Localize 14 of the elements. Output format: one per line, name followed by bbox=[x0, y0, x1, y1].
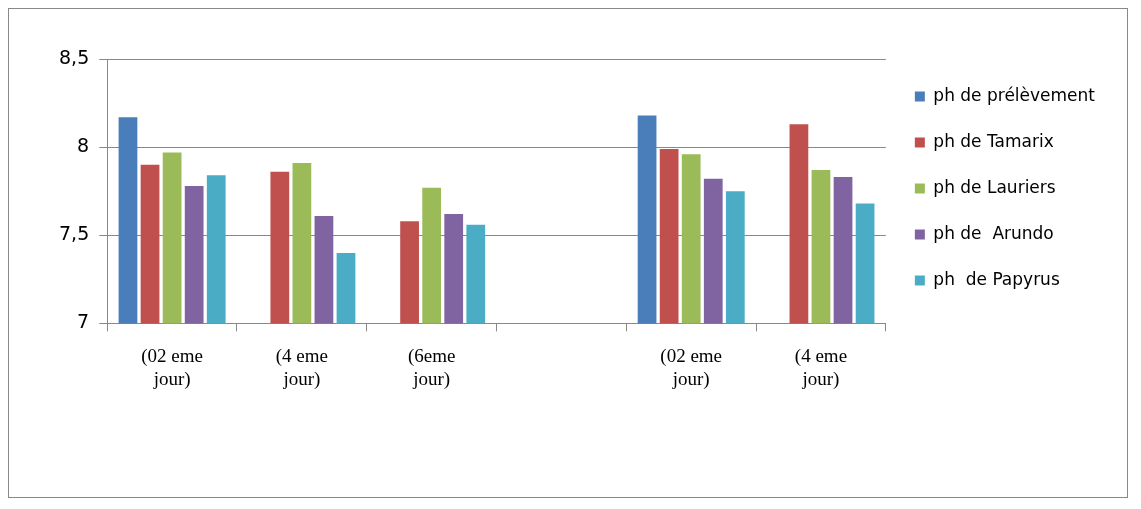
x-tick-label: (02 eme jour) bbox=[660, 344, 723, 390]
x-tick-label: (6eme jour) bbox=[407, 344, 456, 390]
y-tick-label: 7 bbox=[77, 310, 90, 333]
y-tick-label: 8,5 bbox=[59, 45, 90, 68]
legend-label: ph de Papyrus bbox=[933, 268, 1060, 289]
x-tick-label: (4 eme jour) bbox=[275, 344, 328, 390]
legend-label: ph de Arundo bbox=[933, 222, 1054, 243]
legend-label: ph de Lauriers bbox=[933, 176, 1056, 197]
legend-label: ph de Tamarix bbox=[933, 130, 1054, 151]
legend-label: ph de prélèvement bbox=[933, 84, 1096, 105]
y-tick-label: 7,5 bbox=[59, 222, 90, 245]
x-tick-label: (4 eme jour) bbox=[794, 344, 848, 390]
y-tick-label: 8 bbox=[77, 134, 90, 157]
x-tick-label: (02 eme jour) bbox=[141, 344, 203, 390]
